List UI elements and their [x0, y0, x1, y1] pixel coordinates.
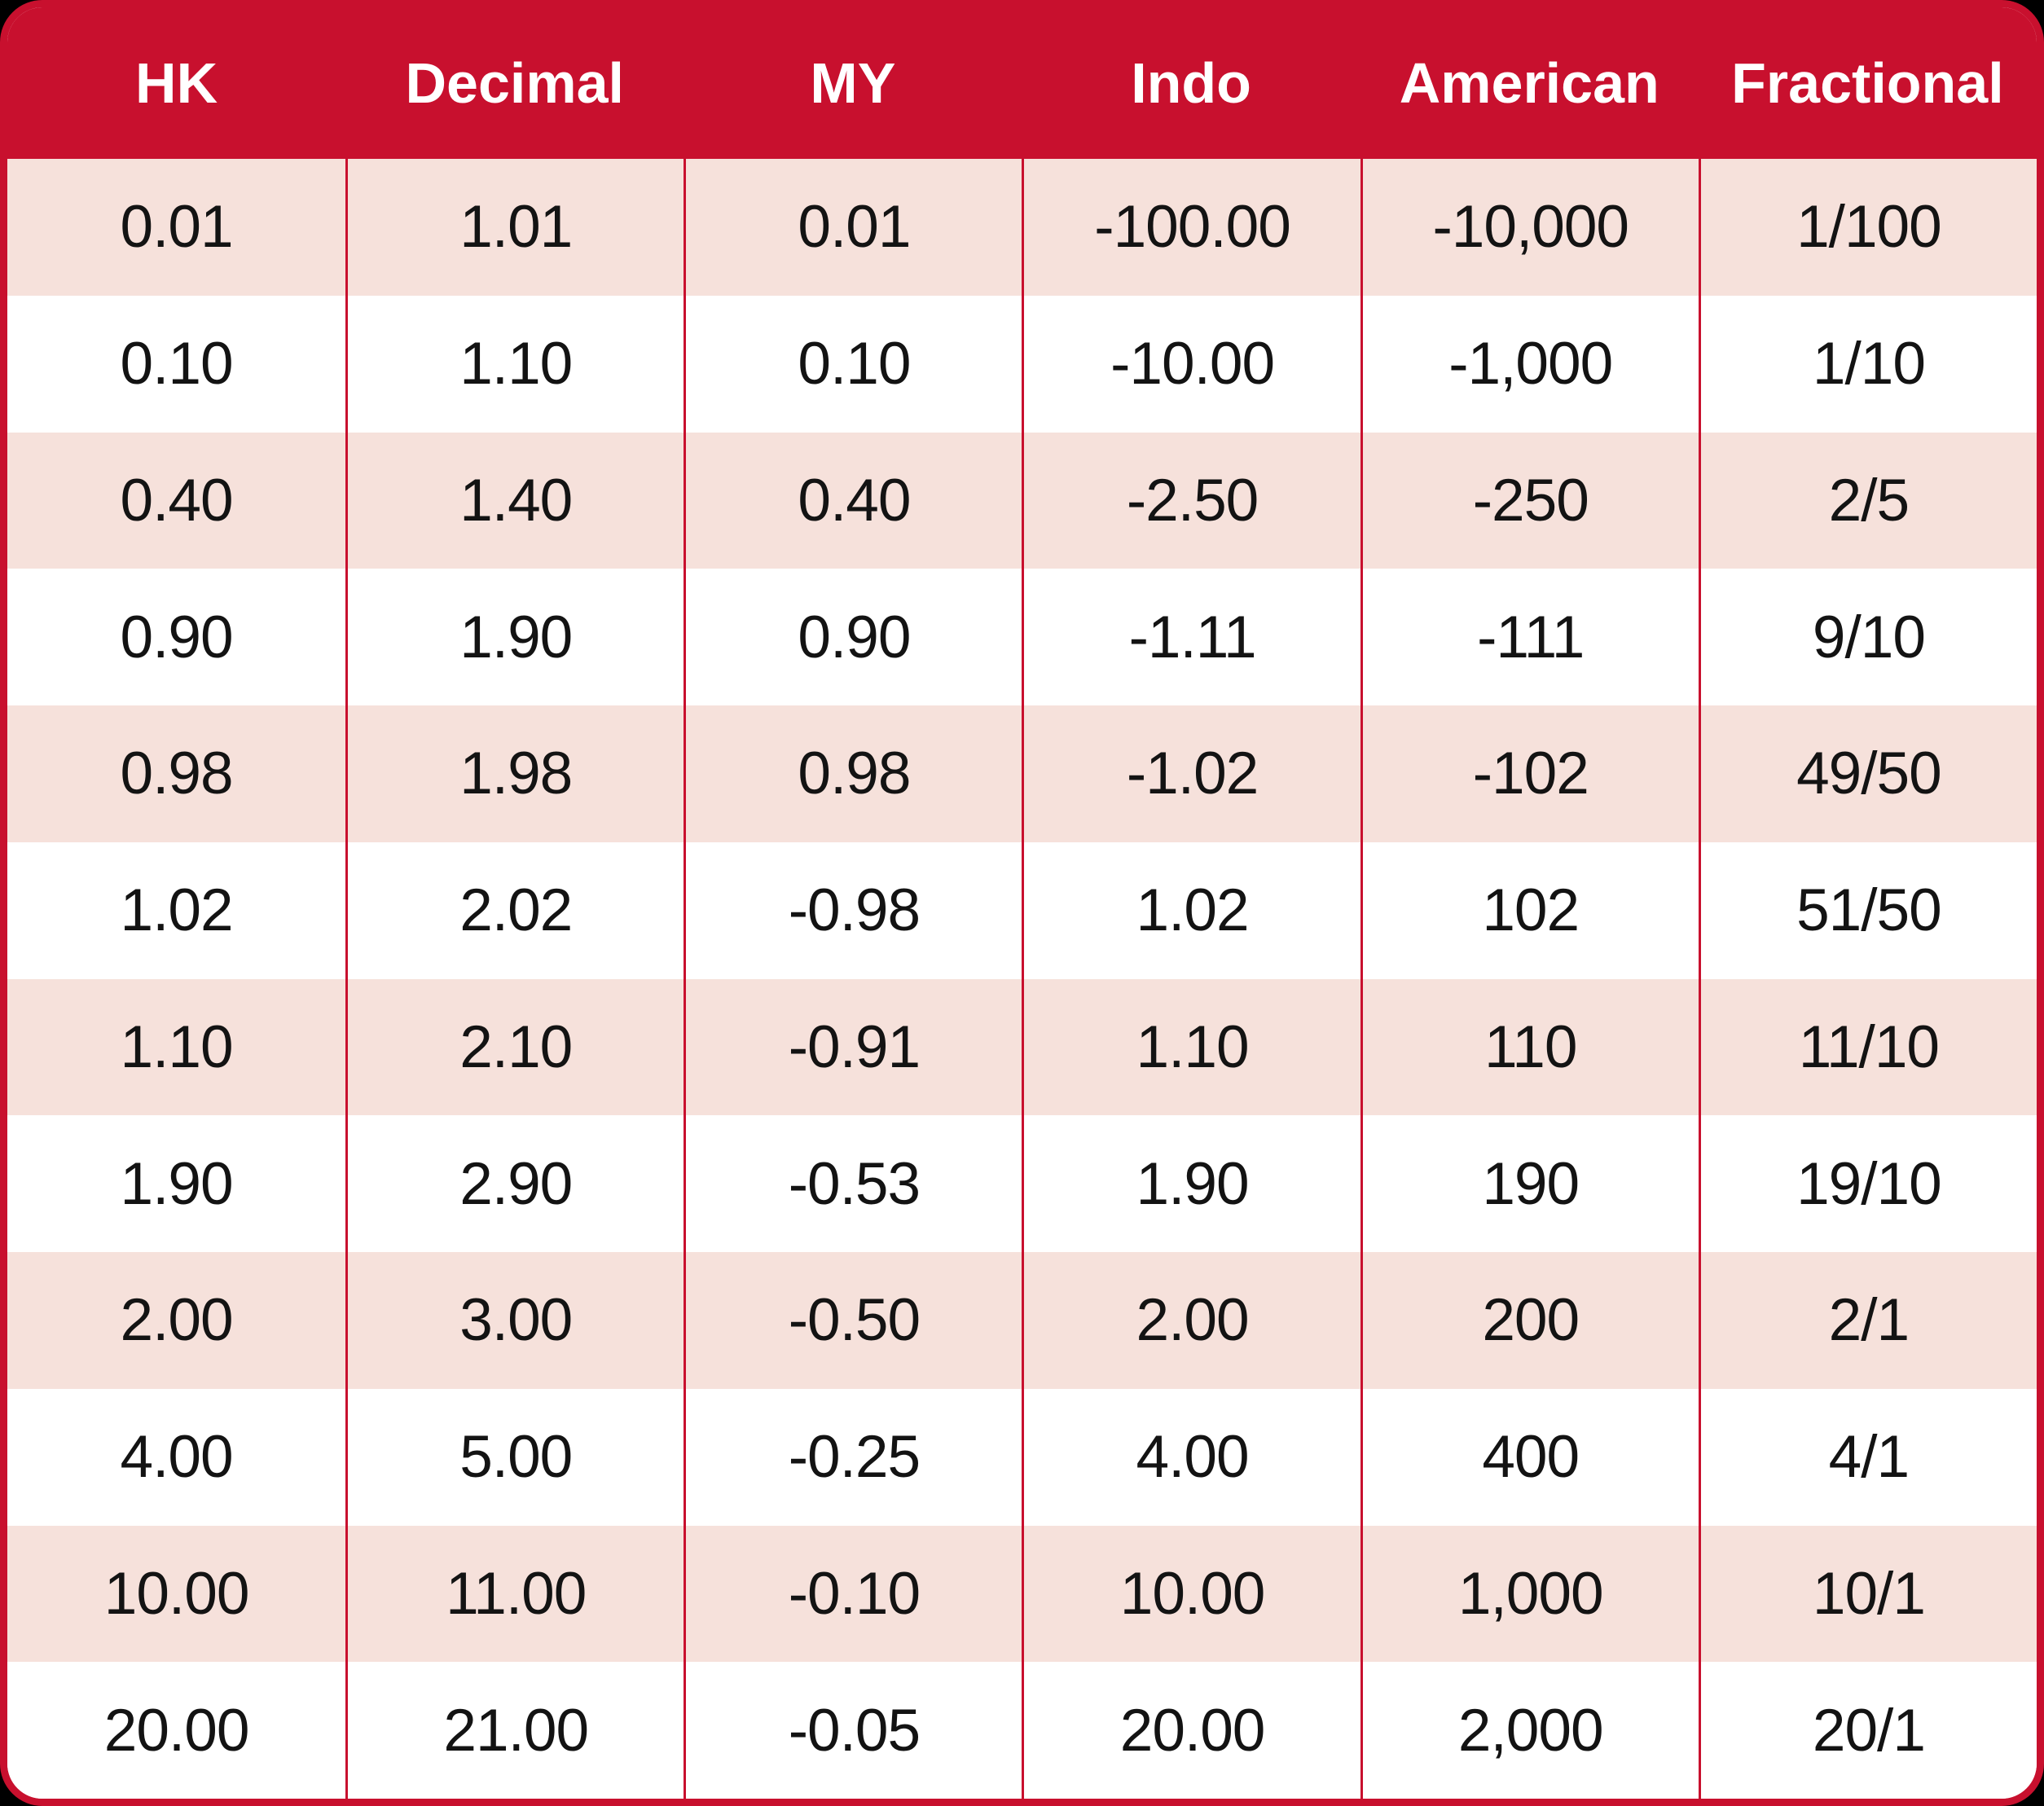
table-cell-r10-c2: 5.00 — [345, 1388, 684, 1526]
table-cell-r8-c1: 1.90 — [7, 1115, 346, 1252]
table-cell-r4-c5: -111 — [1360, 569, 1699, 705]
table-cell-r6-c6: 51/50 — [1698, 841, 2037, 979]
table-cell-r6-c5: 102 — [1360, 841, 1699, 979]
table-cell-r1-c2: 1.01 — [345, 159, 684, 296]
table-cell-r11-c4: 10.00 — [1022, 1525, 1360, 1663]
table-cell-r10-c3: -0.25 — [684, 1388, 1022, 1526]
header-cell-american: American — [1399, 51, 1659, 115]
table-cell-r3-c2: 1.40 — [345, 432, 684, 569]
header-cell-fractional: Fractional — [1731, 51, 2004, 115]
table-cell-r4-c1: 0.90 — [7, 569, 346, 705]
table-cell-r5-c4: -1.02 — [1022, 705, 1360, 842]
table-cell-r9-c1: 2.00 — [7, 1252, 346, 1389]
table-cell-r4-c6: 9/10 — [1698, 569, 2037, 705]
table-cell-r7-c4: 1.10 — [1022, 978, 1360, 1116]
header-cell-hk: HK — [135, 51, 218, 115]
table-cell-r4-c3: 0.90 — [684, 569, 1022, 705]
table-cell-r2-c5: -1,000 — [1360, 295, 1699, 433]
table-cell-r10-c1: 4.00 — [7, 1388, 346, 1526]
table-cell-r12-c2: 21.00 — [345, 1662, 684, 1799]
table-cell-r1-c3: 0.01 — [684, 159, 1022, 296]
table-cell-r5-c3: 0.98 — [684, 705, 1022, 842]
table-cell-r11-c6: 10/1 — [1698, 1525, 2037, 1663]
table-cell-r5-c5: -102 — [1360, 705, 1699, 842]
table-cell-r5-c1: 0.98 — [7, 705, 346, 842]
table-cell-r8-c5: 190 — [1360, 1115, 1699, 1252]
table-cell-r4-c4: -1.11 — [1022, 569, 1360, 705]
table-cell-r11-c5: 1,000 — [1360, 1525, 1699, 1663]
table-cell-r12-c1: 20.00 — [7, 1662, 346, 1799]
table-cell-r8-c2: 2.90 — [345, 1115, 684, 1252]
table-body: 0.01 1.01 0.01 -100.00 -10,000 1/100 0.10 1.10 0… — [7, 159, 2037, 1799]
table-cell-r9-c6: 2/1 — [1698, 1252, 2037, 1389]
table-cell-r10-c6: 4/1 — [1698, 1388, 2037, 1526]
table-cell-r9-c5: 200 — [1360, 1252, 1699, 1389]
table-cell-r3-c4: -2.50 — [1022, 432, 1360, 569]
table-cell-r12-c5: 2,000 — [1360, 1662, 1699, 1799]
table-cell-r9-c2: 3.00 — [345, 1252, 684, 1389]
table-cell-r1-c6: 1/100 — [1698, 159, 2037, 296]
table-cell-r3-c6: 2/5 — [1698, 432, 2037, 569]
table-cell-r2-c6: 1/10 — [1698, 295, 2037, 433]
table-cell-r4-c2: 1.90 — [345, 569, 684, 705]
table-header-row: HK Decimal MY Indo American Fractional — [7, 7, 2037, 159]
table-cell-r6-c4: 1.02 — [1022, 841, 1360, 979]
table-cell-r9-c3: -0.50 — [684, 1252, 1022, 1389]
table-cell-r6-c2: 2.02 — [345, 841, 684, 979]
header-cell-indo: Indo — [1131, 51, 1251, 115]
table-cell-r12-c6: 20/1 — [1698, 1662, 2037, 1799]
table-cell-r2-c1: 0.10 — [7, 295, 346, 433]
table-cell-r2-c2: 1.10 — [345, 295, 684, 433]
table-cell-r7-c2: 2.10 — [345, 978, 684, 1116]
table-cell-r10-c4: 4.00 — [1022, 1388, 1360, 1526]
table-cell-r6-c3: -0.98 — [684, 841, 1022, 979]
table-cell-r3-c1: 0.40 — [7, 432, 346, 569]
table-cell-r12-c4: 20.00 — [1022, 1662, 1360, 1799]
table-cell-r1-c1: 0.01 — [7, 159, 346, 296]
table-cell-r8-c4: 1.90 — [1022, 1115, 1360, 1252]
table-cell-r7-c1: 1.10 — [7, 978, 346, 1116]
table-cell-r3-c5: -250 — [1360, 432, 1699, 569]
table-cell-r11-c1: 10.00 — [7, 1525, 346, 1663]
table-cell-r6-c1: 1.02 — [7, 841, 346, 979]
table-cell-r12-c3: -0.05 — [684, 1662, 1022, 1799]
table-cell-r8-c6: 19/10 — [1698, 1115, 2037, 1252]
table-cell-r11-c2: 11.00 — [345, 1525, 684, 1663]
table-cell-r5-c2: 1.98 — [345, 705, 684, 842]
table-cell-r10-c5: 400 — [1360, 1388, 1699, 1526]
table-cell-r1-c4: -100.00 — [1022, 159, 1360, 296]
table-cell-r7-c6: 11/10 — [1698, 978, 2037, 1116]
table-cell-r11-c3: -0.10 — [684, 1525, 1022, 1663]
header-cell-decimal: Decimal — [405, 51, 624, 115]
table-cell-r7-c3: -0.91 — [684, 978, 1022, 1116]
table-cell-r8-c3: -0.53 — [684, 1115, 1022, 1252]
table-cell-r5-c6: 49/50 — [1698, 705, 2037, 842]
table-cell-r9-c4: 2.00 — [1022, 1252, 1360, 1389]
table-cell-r2-c3: 0.10 — [684, 295, 1022, 433]
table-cell-r7-c5: 110 — [1360, 978, 1699, 1116]
table-cell-r1-c5: -10,000 — [1360, 159, 1699, 296]
table-cell-r2-c4: -10.00 — [1022, 295, 1360, 433]
table-cell-r3-c3: 0.40 — [684, 432, 1022, 569]
header-cell-my: MY — [810, 51, 896, 115]
